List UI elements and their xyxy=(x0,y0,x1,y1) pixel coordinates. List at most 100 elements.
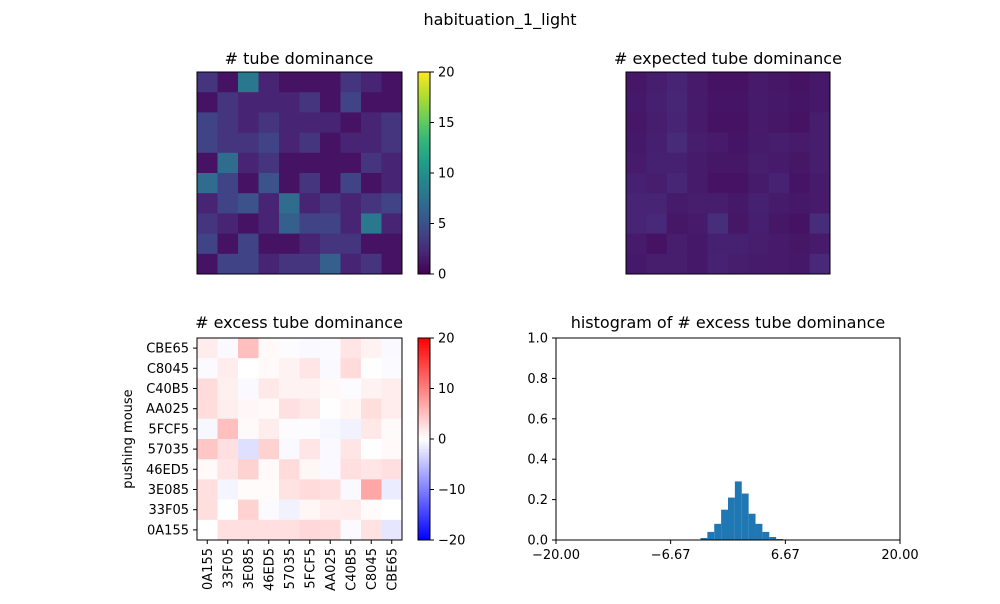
colorbar-segment xyxy=(418,210,430,214)
heatmap-cell xyxy=(217,459,239,480)
heatmap-cell xyxy=(217,358,239,379)
heatmap-cell xyxy=(768,132,790,154)
heatmap-cell xyxy=(361,499,382,521)
colorbar-segment xyxy=(418,173,430,177)
heatmap-cell xyxy=(789,92,810,113)
heatmap-cell xyxy=(238,213,259,234)
colorbar-segment xyxy=(418,489,430,493)
heatmap-cell xyxy=(340,439,362,460)
colorbar-segment xyxy=(418,104,430,108)
histogram-bar xyxy=(728,497,735,540)
heatmap-cell xyxy=(789,213,810,234)
colorbar-segment xyxy=(418,343,430,347)
heatmap-cell xyxy=(258,152,280,174)
heatmap-cell xyxy=(279,459,300,480)
colorbar-segment xyxy=(418,446,430,450)
colorbar-segment xyxy=(418,345,430,349)
heatmap-cell xyxy=(361,92,382,113)
heatmap-cell xyxy=(217,132,239,154)
colorbar-segment xyxy=(418,183,430,187)
colorbar-segment xyxy=(418,370,430,374)
colorbar-segment xyxy=(418,456,430,460)
histogram-bars xyxy=(700,481,784,540)
colorbar-segment xyxy=(418,122,430,126)
colorbar-segment xyxy=(418,444,430,448)
heatmap-cell xyxy=(320,233,341,255)
heatmap-cell xyxy=(217,233,239,255)
heatmap-cell xyxy=(809,173,831,194)
heatmap-cell xyxy=(279,92,300,113)
heatmap-cell xyxy=(258,213,280,234)
colorbar-segment xyxy=(418,233,430,237)
colorbar-segment xyxy=(418,484,430,488)
heatmap-cell xyxy=(646,92,668,113)
row-tick-label: C40B5 xyxy=(146,382,189,397)
heatmap-cell xyxy=(279,253,300,275)
heatmap-cell xyxy=(197,439,218,460)
heatmap-cell xyxy=(381,499,403,521)
col-tick-label: 33F05 xyxy=(221,548,236,589)
colorbar-segment xyxy=(418,140,430,144)
heatmap-cell xyxy=(299,439,321,460)
heatmap-cell xyxy=(320,499,341,521)
heatmap-cell xyxy=(666,72,688,93)
heatmap-cell xyxy=(258,92,280,113)
panel-histogram: histogram of # excess tube dominance −20… xyxy=(527,313,918,563)
heatmap-cell xyxy=(197,253,218,275)
colorbar-segment xyxy=(418,406,430,410)
colorbar-segment xyxy=(418,529,430,533)
heatmap-cell xyxy=(707,92,729,113)
colorbar-segment xyxy=(418,157,430,161)
heatmap-cell xyxy=(217,193,239,214)
heatmap-cell xyxy=(340,213,362,234)
row-tick-label: AA025 xyxy=(146,402,189,417)
heatmap-cell xyxy=(320,418,341,440)
colorbar-segment xyxy=(418,469,430,473)
colorbar-segment xyxy=(418,391,430,395)
heatmap-cell xyxy=(320,358,341,379)
heatmap-cell xyxy=(279,398,300,420)
heatmap-cell xyxy=(361,519,382,541)
colorbar-segment xyxy=(418,380,430,384)
heatmap-cell xyxy=(809,253,831,275)
heatmap-cell xyxy=(361,112,382,133)
colorbar-segment xyxy=(418,532,430,536)
heatmap-cell xyxy=(217,112,239,133)
heatmap-cell xyxy=(197,72,218,93)
heatmap-cell xyxy=(728,72,749,93)
col-tick-label: C40B5 xyxy=(344,548,359,591)
heatmap-cell xyxy=(646,213,668,234)
heatmap-cell xyxy=(340,519,362,541)
colorbar-segment xyxy=(418,253,430,257)
heatmap-cell xyxy=(279,338,300,359)
colorbar-segment xyxy=(418,449,430,453)
colorbar-tick-label: −20 xyxy=(438,534,465,549)
heatmap-cell xyxy=(728,233,749,255)
heatmap-cell xyxy=(361,253,382,275)
col-tick-label: CBE65 xyxy=(385,548,400,591)
heatmap-cell xyxy=(340,338,362,359)
colorbar-segment xyxy=(418,162,430,166)
heatmap-cell xyxy=(381,112,403,133)
heatmap-cell xyxy=(238,92,259,113)
heatmap-cell xyxy=(361,479,382,500)
heatmap-cell xyxy=(626,72,647,93)
colorbar-segment xyxy=(418,208,430,212)
heatmap-cell xyxy=(299,338,321,359)
heatmap-cell xyxy=(748,152,770,174)
heatmap-cell xyxy=(238,519,259,541)
excess-colorbar: −20 −10 0 10 20 xyxy=(417,332,465,549)
heatmap-cell xyxy=(687,233,708,255)
heatmap-cell xyxy=(258,378,280,399)
heatmap-cell xyxy=(217,253,239,275)
heatmap-cell xyxy=(687,112,708,133)
heatmap-cell xyxy=(238,173,259,194)
heatmap-cell xyxy=(217,72,239,93)
heatmap-cell xyxy=(320,459,341,480)
heatmap-cell xyxy=(197,152,218,174)
observed-colorbar: 0 5 10 15 20 xyxy=(417,66,455,283)
heatmap-cell xyxy=(748,253,770,275)
histogram-bar xyxy=(762,531,770,540)
colorbar-segment xyxy=(418,355,430,359)
colorbar-segment xyxy=(418,365,430,369)
